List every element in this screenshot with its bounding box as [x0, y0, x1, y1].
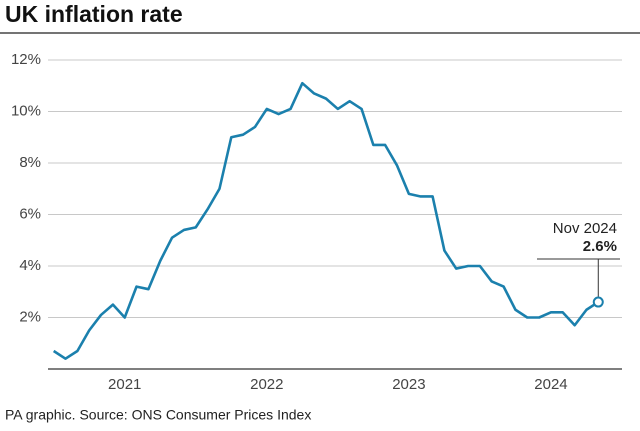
x-tick-label: 2024: [534, 376, 567, 393]
annotation: Nov 2024: [553, 220, 617, 237]
source: PA graphic. Source: ONS Consumer Prices …: [5, 407, 311, 423]
y-tick-label: 10%: [11, 102, 41, 119]
x-tick-label: 2021: [108, 376, 141, 393]
y-tick-label: 8%: [19, 154, 41, 171]
x-tick-label: 2023: [392, 376, 425, 393]
y-tick-label: 4%: [19, 257, 41, 274]
y-tick-label: 2%: [19, 308, 41, 325]
x-tick-label: 2022: [250, 376, 283, 393]
y-tick-label: 6%: [19, 205, 41, 222]
y-tick-label: 12%: [11, 51, 41, 68]
value-label: 2.6%: [583, 238, 617, 255]
chart-title: UK inflation rate: [5, 1, 183, 27]
end-marker: [592, 296, 604, 308]
line: [52, 81, 599, 360]
